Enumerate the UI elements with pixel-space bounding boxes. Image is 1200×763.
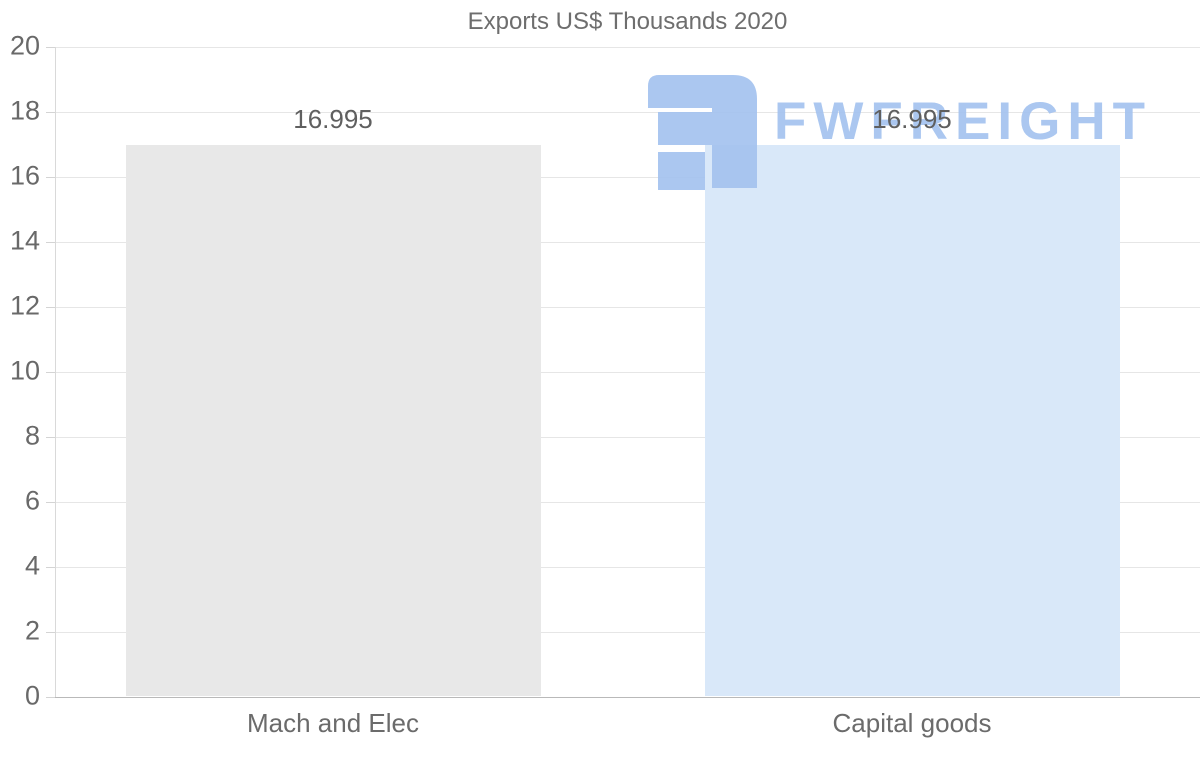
- y-axis-tick-label: 18: [9, 95, 40, 126]
- y-axis-tick: [46, 177, 55, 178]
- gridline: [55, 632, 1200, 633]
- y-axis-tick-label: 0: [24, 680, 40, 711]
- watermark-fwfreight: FWFREIGHT: [648, 68, 1158, 193]
- y-axis-tick: [46, 697, 55, 698]
- gridline: [55, 242, 1200, 243]
- x-axis-category-label: Mach and Elec: [247, 708, 419, 738]
- y-axis-tick: [46, 112, 55, 113]
- y-axis-line: [55, 47, 56, 697]
- x-axis-category-label: Capital goods: [832, 708, 992, 738]
- y-axis-tick: [46, 502, 55, 503]
- watermark-text: FWFREIGHT: [774, 92, 1152, 151]
- gridline: [55, 177, 1200, 178]
- bar-value-label: 16.995: [293, 103, 373, 134]
- bar-capital-goods[interactable]: [704, 144, 1120, 696]
- y-axis-tick-label: 10: [9, 355, 40, 386]
- y-axis-tick: [46, 567, 55, 568]
- gridline: [55, 502, 1200, 503]
- gridline: [55, 567, 1200, 568]
- y-axis-tick: [46, 242, 55, 243]
- gridline: [55, 47, 1200, 48]
- bar-value-label: 16.995: [872, 103, 952, 134]
- y-axis-tick: [46, 307, 55, 308]
- gridline: [55, 112, 1200, 113]
- y-axis-tick-label: 14: [9, 225, 40, 256]
- y-axis-tick-label: 16: [9, 160, 40, 191]
- y-axis-tick: [46, 437, 55, 438]
- y-axis-tick: [46, 632, 55, 633]
- gridline: [55, 437, 1200, 438]
- x-axis-baseline: [55, 697, 1200, 698]
- gridline: [55, 372, 1200, 373]
- fwfreight-logo-icon: [648, 75, 757, 190]
- y-axis-tick-label: 8: [24, 420, 40, 451]
- y-axis-tick-label: 6: [24, 485, 40, 516]
- y-axis-tick-label: 12: [9, 290, 40, 321]
- chart-title: Exports US$ Thousands 2020: [467, 8, 788, 35]
- bar-mach-and-elec[interactable]: [125, 144, 541, 696]
- y-axis-tick: [46, 47, 55, 48]
- y-axis-tick: [46, 372, 55, 373]
- y-axis-tick-label: 20: [9, 30, 40, 61]
- y-axis-tick-label: 4: [24, 550, 40, 581]
- y-axis-tick-label: 2: [24, 615, 40, 646]
- gridline: [55, 307, 1200, 308]
